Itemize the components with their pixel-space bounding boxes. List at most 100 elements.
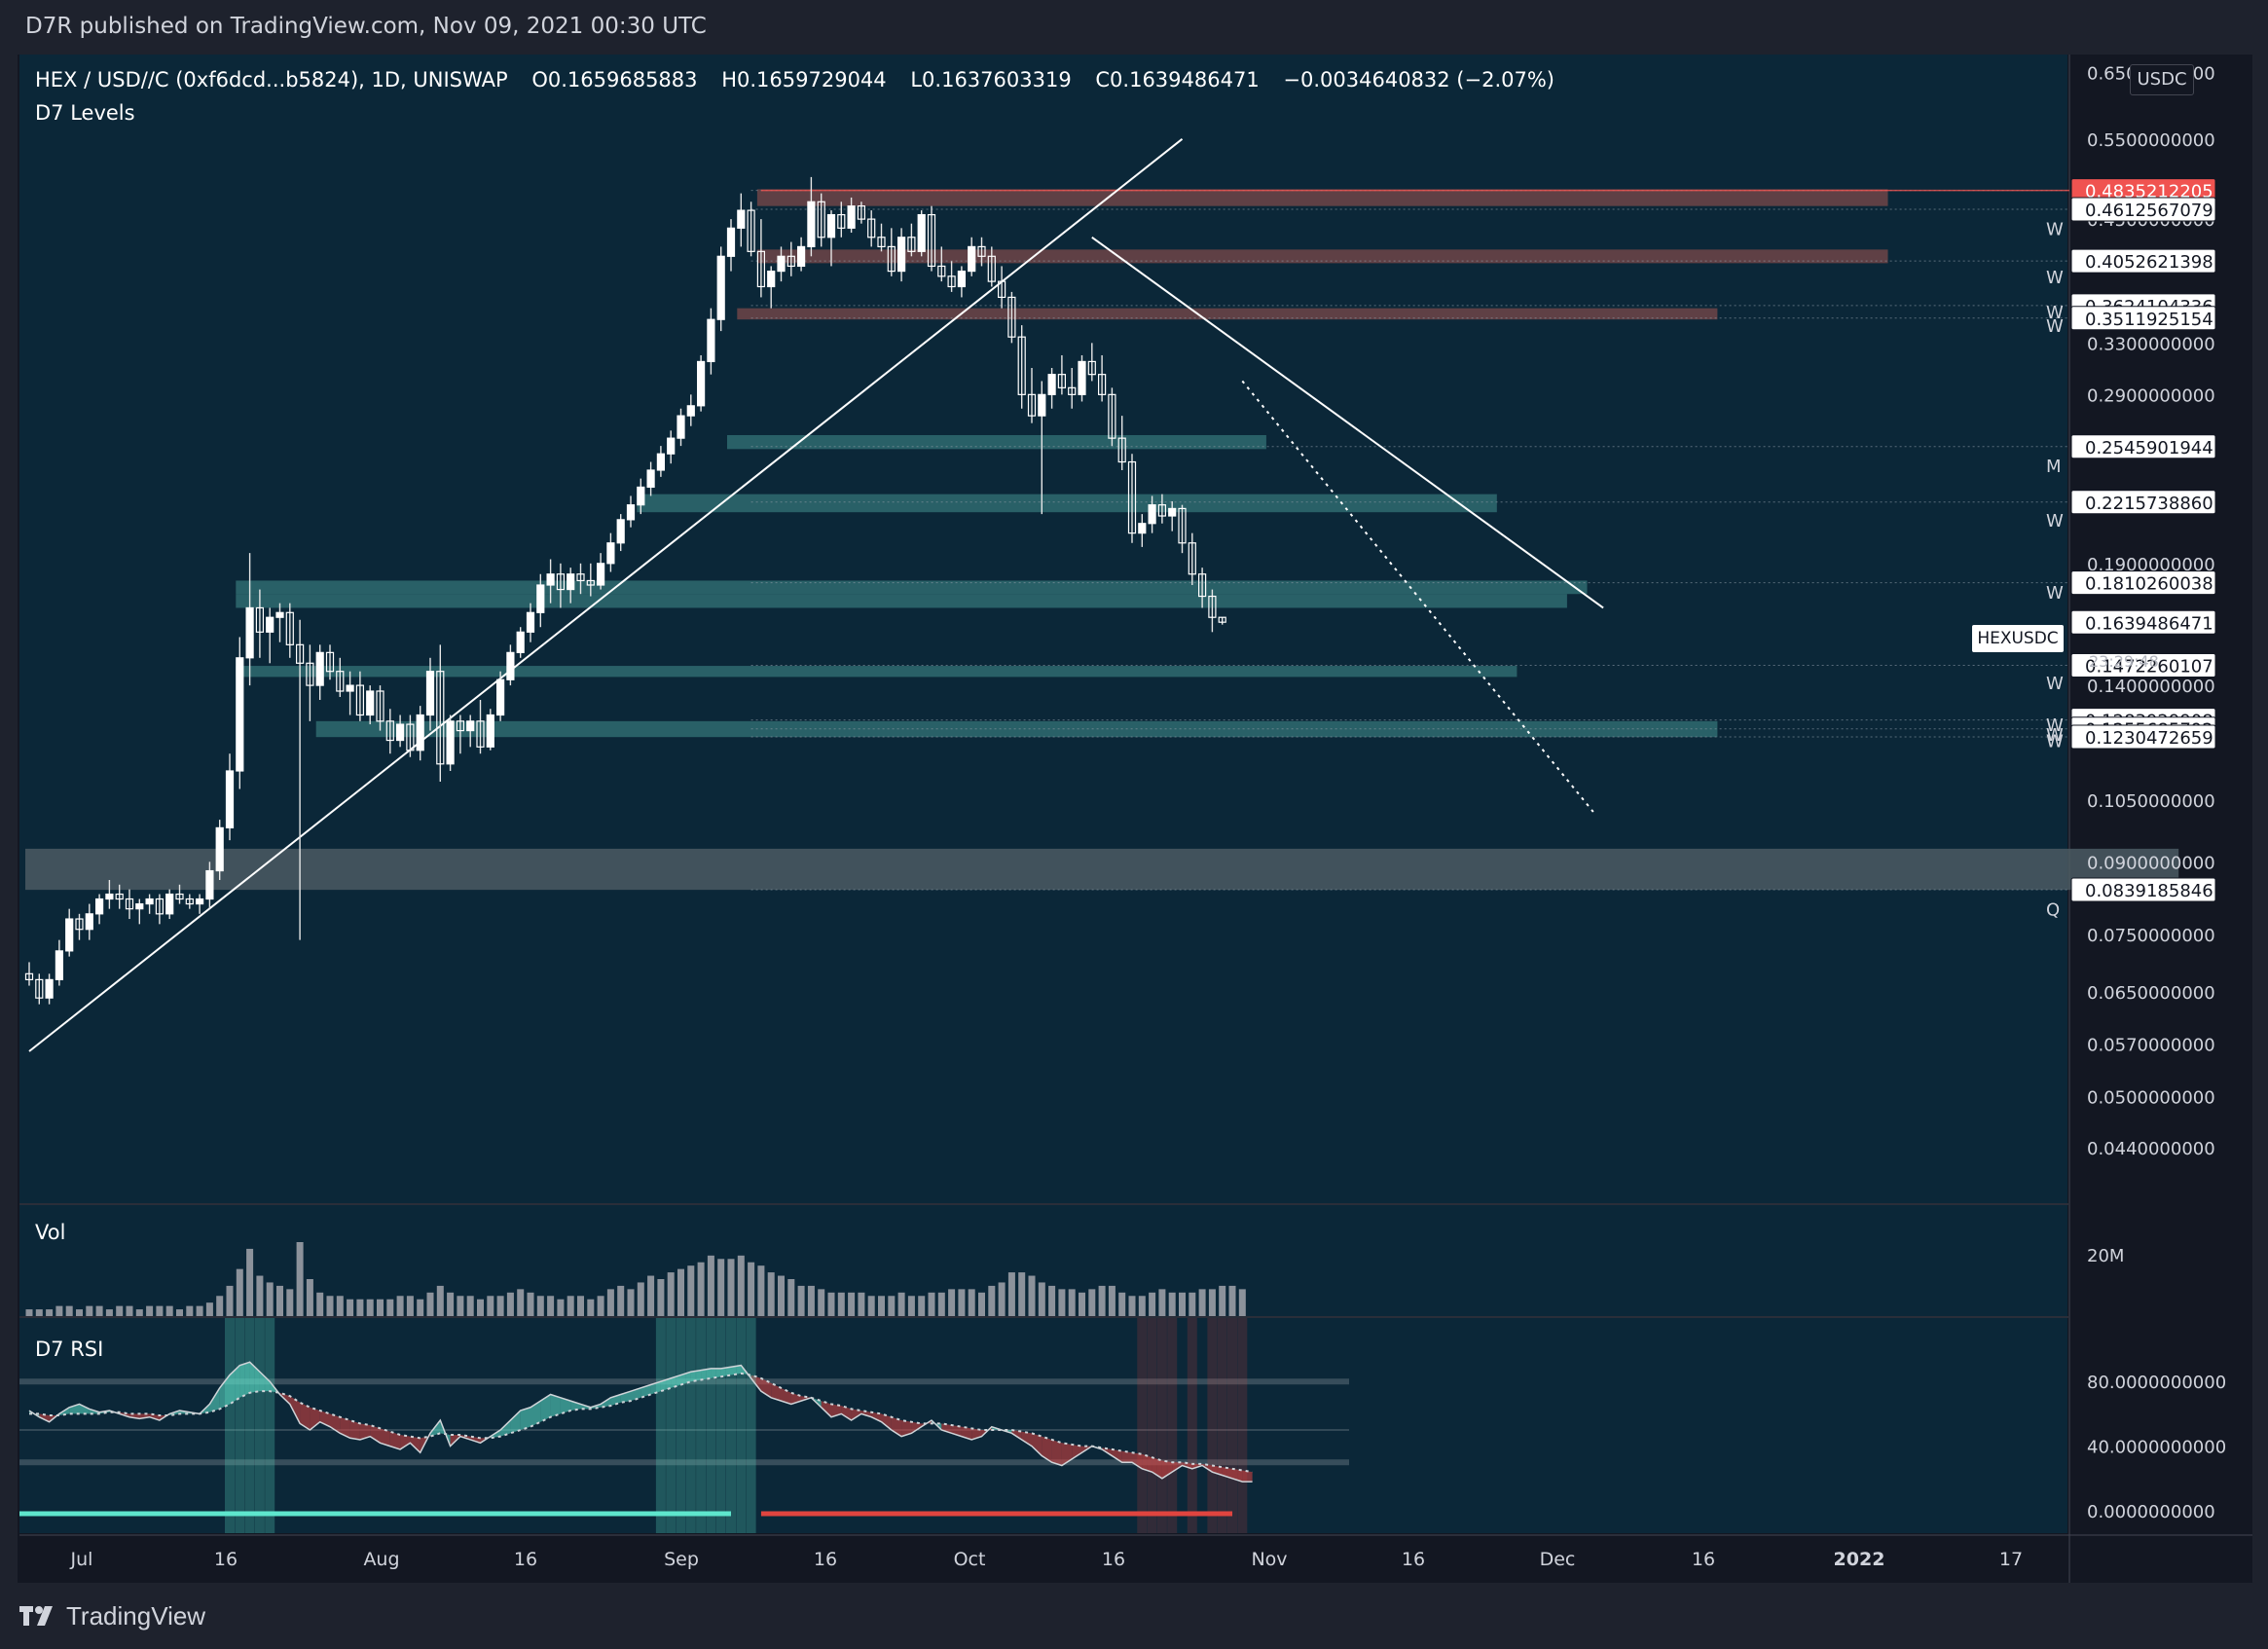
rsi-overbought-highlight <box>706 1318 716 1533</box>
rsi-fill <box>901 1420 912 1437</box>
rsi-fill <box>349 1420 360 1440</box>
volume-bar <box>386 1299 394 1316</box>
candle-body <box>606 542 615 565</box>
level-mark: W <box>2046 732 2064 752</box>
candle-body <box>947 275 956 288</box>
rsi-fill <box>1072 1444 1082 1459</box>
rsi-overbought-highlight <box>736 1318 747 1533</box>
rsi-fill <box>79 1404 90 1414</box>
candle-body <box>546 573 555 586</box>
rsi-fill <box>540 1394 551 1422</box>
price-tick-label: 0.0750000000 <box>2087 926 2215 946</box>
indicator-label-levels[interactable]: D7 Levels <box>35 101 135 125</box>
volume-bar <box>937 1292 945 1316</box>
rsi-overbought-highlight <box>666 1318 677 1533</box>
volume-bar <box>1018 1272 1026 1316</box>
volume-bar <box>707 1255 714 1316</box>
candle-body <box>716 255 725 320</box>
rsi-fill <box>841 1406 852 1421</box>
volume-bar <box>506 1292 514 1316</box>
candle-body <box>536 584 545 613</box>
candle-body <box>396 723 405 742</box>
volume-bar <box>878 1296 885 1316</box>
candle-body <box>656 453 666 471</box>
level-zone <box>727 435 1266 450</box>
candle-body <box>466 720 475 732</box>
rsi-fill <box>720 1367 731 1377</box>
rsi-fill <box>410 1436 421 1453</box>
candle-body <box>296 643 305 664</box>
rsi-fill <box>1112 1448 1122 1463</box>
rsi-overbought-highlight <box>235 1318 245 1533</box>
volume-bar <box>577 1296 584 1316</box>
volume-bar <box>697 1262 705 1316</box>
candle-body <box>1208 595 1217 618</box>
rsi-fill <box>1232 1468 1243 1483</box>
time-tick-label: 16 <box>814 1549 837 1570</box>
rsi-fill <box>230 1365 240 1405</box>
rsi-fill <box>530 1401 541 1427</box>
candle-body <box>446 720 455 765</box>
rsi-fill <box>1242 1470 1253 1483</box>
rsi-oversold-highlight <box>1207 1318 1218 1533</box>
time-tick-label: 16 <box>214 1549 238 1570</box>
level-mark: W <box>2046 268 2064 288</box>
candle-body <box>385 720 394 742</box>
time-tick-label: Jul <box>70 1549 93 1570</box>
volume-bar <box>296 1242 304 1316</box>
candle-body <box>837 213 846 229</box>
candle-body <box>567 573 575 591</box>
candle-body <box>196 898 204 905</box>
rsi-fill <box>520 1407 530 1430</box>
rsi-fill <box>149 1413 160 1421</box>
rsi-fill <box>851 1409 861 1421</box>
candle-body <box>255 606 264 633</box>
rsi-fill <box>1032 1433 1043 1456</box>
volume-bar <box>818 1289 825 1316</box>
published-caption: D7R published on TradingView.com, Nov 09… <box>25 14 707 39</box>
candle-body <box>516 631 525 653</box>
candle-body <box>817 201 825 238</box>
rsi-fill <box>560 1397 571 1414</box>
candle-body <box>756 250 766 288</box>
rsi-fill <box>871 1411 882 1422</box>
candle-body <box>1197 573 1207 598</box>
rsi-fill <box>359 1423 371 1440</box>
time-tick-label: 17 <box>1999 1549 2023 1570</box>
volume-bar <box>767 1272 775 1316</box>
candle-body <box>1087 360 1096 376</box>
volume-bar <box>447 1292 455 1316</box>
candle-body <box>1038 393 1046 417</box>
rsi-overbought-highlight <box>254 1318 265 1533</box>
rsi-fill <box>860 1411 872 1417</box>
level-zone <box>236 666 1518 678</box>
volume-bar <box>787 1279 795 1316</box>
indicator-label-vol[interactable]: Vol <box>35 1221 66 1244</box>
volume-bar <box>1219 1285 1226 1316</box>
rsi-fill <box>500 1420 511 1437</box>
price-label-box <box>2070 490 2216 515</box>
rsi-fill <box>550 1394 561 1417</box>
rsi-fill <box>731 1365 742 1375</box>
rsi-fill <box>370 1425 381 1444</box>
indicator-label-rsi[interactable]: D7 RSI <box>35 1338 104 1361</box>
rsi-fill <box>239 1362 250 1398</box>
volume-bar <box>958 1289 966 1316</box>
volume-bar <box>536 1296 544 1316</box>
candle-body <box>476 720 485 748</box>
rsi-oversold-highlight <box>1156 1318 1167 1533</box>
volume-bar <box>1179 1292 1186 1316</box>
legend-symbol[interactable]: HEX / USD//C (0xf6dcd...b5824), 1D, UNIS… <box>35 68 508 92</box>
rsi-fill <box>881 1413 892 1430</box>
rsi-oversold-highlight <box>1217 1318 1227 1533</box>
volume-bar <box>1068 1289 1076 1316</box>
quote-currency-badge[interactable]: USDC <box>2130 64 2194 95</box>
rsi-overbought-highlight <box>265 1318 275 1533</box>
tradingview-logo[interactable]: TradingView <box>19 1599 205 1632</box>
rsi-fill <box>1142 1453 1152 1473</box>
rsi-tick-label: 40.0000000000 <box>2087 1438 2226 1458</box>
volume-bar <box>377 1299 384 1316</box>
candle-body <box>1157 504 1167 517</box>
price-tick-label: 0.1900000000 <box>2087 555 2215 575</box>
